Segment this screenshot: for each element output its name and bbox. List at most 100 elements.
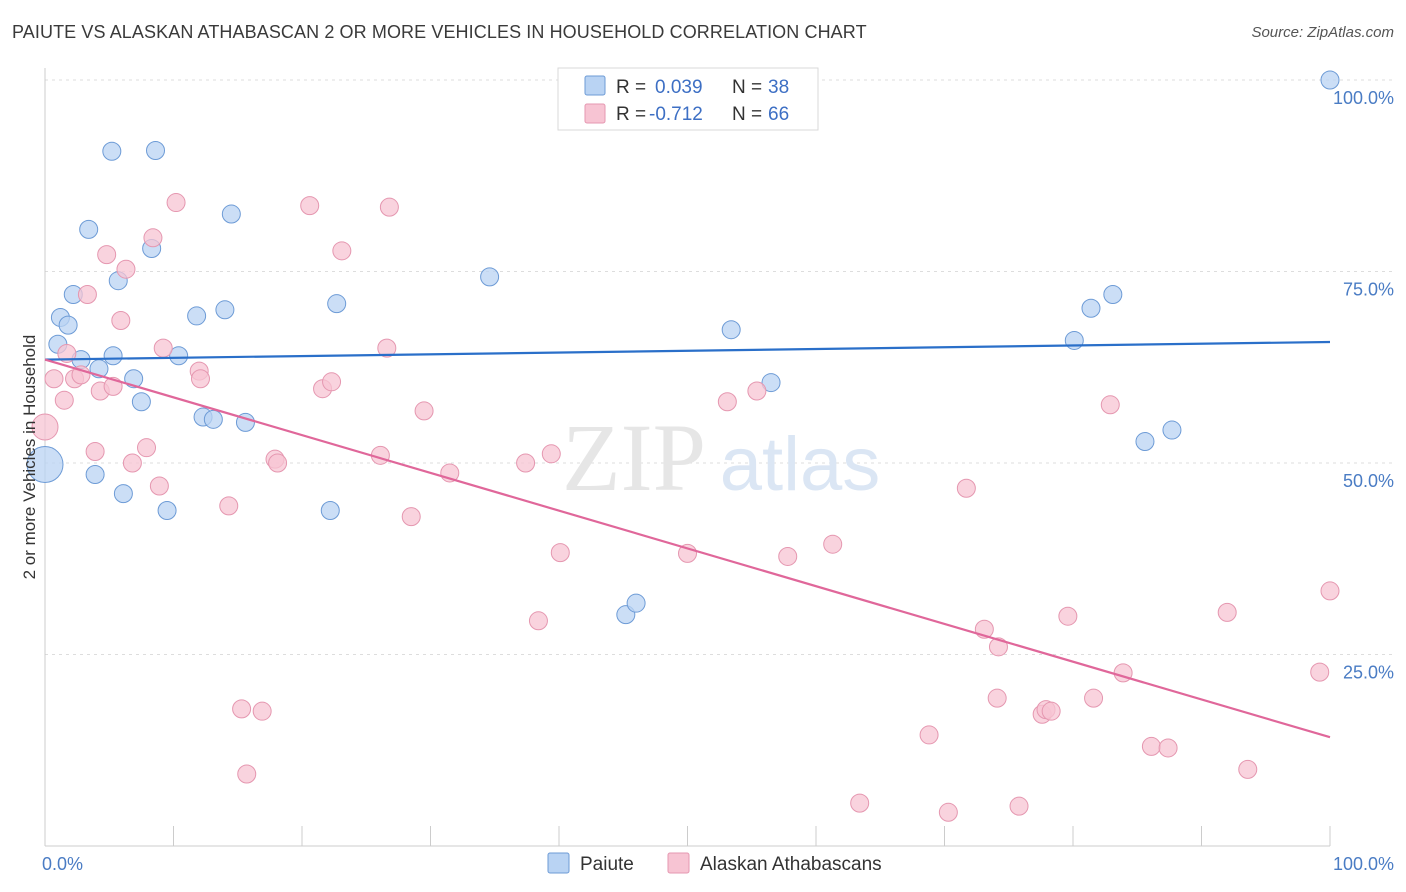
alaskan-point-30 — [332, 241, 352, 261]
legend-r-value-alaskan: -0.712 — [649, 104, 703, 125]
alaskan-point-12 — [116, 259, 136, 279]
paiute-point-12 — [113, 484, 133, 504]
x-tick-min: 0.0% — [42, 854, 83, 874]
alaskan-point-11 — [111, 311, 131, 331]
legend-n-label-alaskan: N = — [732, 104, 762, 125]
chart-title: PAIUTE VS ALASKAN ATHABASCAN 2 OR MORE V… — [12, 22, 867, 42]
paiute-point-9 — [102, 141, 122, 161]
paiute-point-6 — [79, 219, 99, 239]
alaskan-point-62 — [1158, 738, 1178, 758]
paiute-point-14 — [131, 392, 151, 412]
x-tick-max: 100.0% — [1333, 854, 1394, 874]
paiute-point-27 — [480, 267, 500, 287]
correlation-legend: R = 0.039 N = 38 R = -0.712 N = 66 — [557, 67, 819, 131]
bottom-legend-swatch-paiute — [547, 852, 570, 874]
alaskan-point-3 — [57, 343, 77, 363]
alaskan-point-64 — [1238, 759, 1258, 779]
alaskan-point-56 — [1041, 701, 1061, 721]
alaskan-point-39 — [541, 444, 561, 464]
paiute-point-19 — [187, 306, 207, 326]
alaskan-point-15 — [143, 228, 163, 248]
grid-lines — [45, 79, 1392, 655]
alaskan-point-61 — [1141, 736, 1161, 756]
legend-r-value-paiute: 0.039 — [655, 77, 703, 98]
legend-r-label-paiute: R = — [616, 77, 646, 98]
alaskan-point-42 — [717, 392, 737, 412]
paiute-point-25 — [320, 500, 340, 520]
paiute-point-36 — [1162, 420, 1182, 440]
series-legend: Paiute Alaskan Athabascans — [547, 852, 882, 875]
legend-r-label-alaskan: R = — [616, 104, 646, 125]
paiute-points — [26, 70, 1340, 625]
paiute-point-16 — [146, 140, 166, 160]
alaskan-point-58 — [1084, 688, 1104, 708]
watermark-atlas: atlas — [720, 422, 881, 507]
alaskan-point-43 — [747, 381, 767, 401]
alaskan-point-52 — [988, 637, 1008, 657]
y-tick-labels: 25.0% 50.0% 75.0% 100.0% — [1333, 88, 1394, 683]
alaskan-point-46 — [850, 793, 870, 813]
y-tick-label-100: 100.0% — [1333, 88, 1394, 108]
alaskan-points — [31, 193, 1340, 822]
paiute-point-35 — [1135, 432, 1155, 452]
paiute-point-21 — [203, 409, 223, 429]
paiute-point-26 — [327, 294, 347, 314]
alaskan-point-34 — [401, 507, 421, 527]
alaskan-point-24 — [252, 701, 272, 721]
alaskan-point-65 — [1310, 662, 1330, 682]
watermark-zip: ZIP — [562, 404, 706, 511]
legend-swatch-alaskan — [584, 103, 606, 124]
y-tick-label-75: 75.0% — [1343, 280, 1394, 300]
alaskan-point-23 — [237, 764, 257, 784]
alaskan-point-18 — [166, 193, 186, 213]
paiute-point-7 — [85, 464, 105, 484]
bottom-legend-swatch-alaskan — [667, 852, 690, 874]
paiute-point-3 — [58, 315, 78, 335]
alaskan-point-29 — [322, 372, 342, 392]
paiute-point-30 — [721, 320, 741, 340]
alaskan-trend-line — [44, 358, 1331, 739]
alaskan-point-9 — [97, 245, 117, 265]
alaskan-point-0 — [31, 413, 59, 441]
alaskan-point-49 — [956, 478, 976, 498]
legend-n-value-paiute: 38 — [768, 77, 789, 98]
alaskan-point-20 — [190, 369, 210, 389]
alaskan-point-40 — [550, 543, 570, 563]
trend-lines — [44, 340, 1331, 739]
paiute-point-32 — [1064, 330, 1084, 350]
alaskan-point-57 — [1058, 606, 1078, 626]
alaskan-point-16 — [149, 476, 169, 496]
legend-n-label-paiute: N = — [732, 77, 762, 98]
alaskan-point-21 — [219, 496, 239, 516]
paiute-point-22 — [215, 300, 235, 320]
alaskan-point-7 — [85, 442, 105, 462]
paiute-point-29 — [626, 593, 646, 613]
alaskan-point-26 — [268, 453, 288, 473]
alaskan-point-13 — [122, 453, 142, 473]
paiute-point-10 — [103, 346, 123, 366]
alaskan-point-32 — [377, 338, 397, 358]
alaskan-point-47 — [919, 725, 939, 745]
paiute-trend-line — [44, 340, 1331, 361]
alaskan-point-53 — [1009, 796, 1029, 816]
alaskan-point-35 — [414, 401, 434, 421]
y-axis-label: 2 or more Vehicles in Household — [20, 335, 39, 580]
legend-n-value-alaskan: 66 — [768, 104, 789, 125]
paiute-point-17 — [157, 500, 177, 520]
alaskan-point-37 — [516, 453, 536, 473]
alaskan-point-44 — [778, 546, 798, 566]
bottom-legend-label-paiute: Paiute — [580, 854, 634, 875]
alaskan-point-59 — [1100, 395, 1120, 415]
paiute-point-33 — [1081, 298, 1101, 318]
bottom-legend-label-alaskan: Alaskan Athabascans — [700, 854, 882, 875]
source-label: Source: ZipAtlas.com — [1251, 24, 1394, 41]
y-tick-label-50: 50.0% — [1343, 471, 1394, 491]
alaskan-point-14 — [137, 438, 157, 458]
alaskan-point-17 — [153, 338, 173, 358]
alaskan-point-38 — [528, 611, 548, 631]
alaskan-point-6 — [77, 284, 97, 304]
alaskan-point-27 — [300, 196, 320, 216]
paiute-point-0 — [26, 446, 64, 484]
paiute-point-31 — [761, 373, 781, 393]
